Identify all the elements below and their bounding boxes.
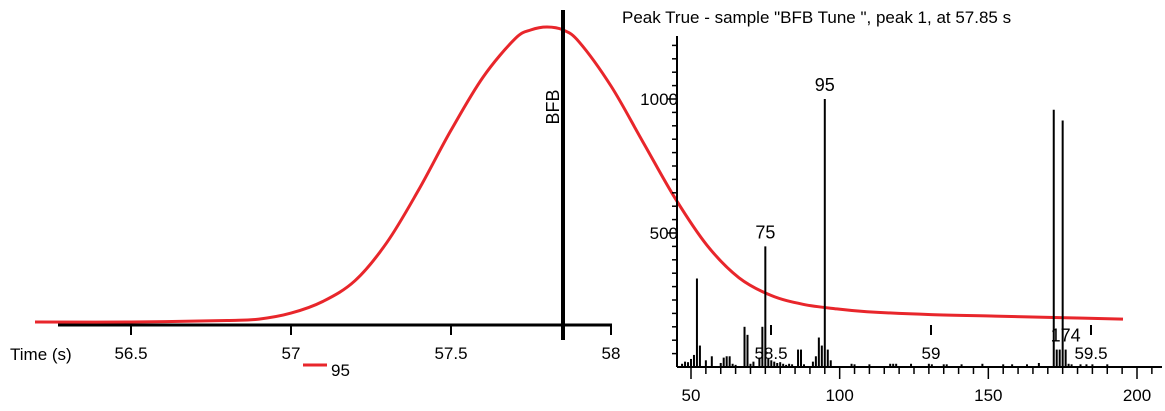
peak-label: 174 <box>1051 326 1081 346</box>
spectrum-bars <box>681 99 1109 367</box>
x-tick-label: 59.5 <box>1074 344 1107 363</box>
x-tick-label: 59 <box>922 344 941 363</box>
chart-title: Peak True - sample "BFB Tune ", peak 1, … <box>622 8 1011 27</box>
peak-marker-label: BFB <box>543 89 563 124</box>
x-tick-label: 50 <box>682 386 701 405</box>
y-tick-label: 1000 <box>640 90 678 109</box>
x-axis-ticks: 50 100 150 200 <box>682 367 1153 405</box>
y-tick-label: 500 <box>650 224 678 243</box>
y-axis-ticks: 500 1000 <box>640 44 678 355</box>
x-axis-ticks: 56.5 57 57.5 58 58.5 59 59.5 <box>114 325 1108 363</box>
x-axis-label: Time (s) <box>10 345 72 364</box>
chromatogram-chart: 56.5 57 57.5 58 58.5 59 59.5 Time (s) BFB 95 <box>10 10 1124 380</box>
x-tick-label: 57 <box>282 344 301 363</box>
mass-spectrum-chart: Peak True - sample "BFB Tune ", peak 1, … <box>622 8 1162 405</box>
x-tick-label: 57.5 <box>434 344 467 363</box>
peak-label: 95 <box>815 75 835 95</box>
x-tick-label: 100 <box>825 386 853 405</box>
x-tick-label: 200 <box>1123 386 1151 405</box>
x-tick-label: 150 <box>974 386 1002 405</box>
peak-label: 75 <box>755 222 775 242</box>
x-tick-label: 56.5 <box>114 344 147 363</box>
legend-label-95: 95 <box>331 361 350 380</box>
series-line-95 <box>34 25 1124 324</box>
x-tick-label: 58 <box>602 344 621 363</box>
peak-annotations: 75 95 174 <box>755 75 1080 346</box>
